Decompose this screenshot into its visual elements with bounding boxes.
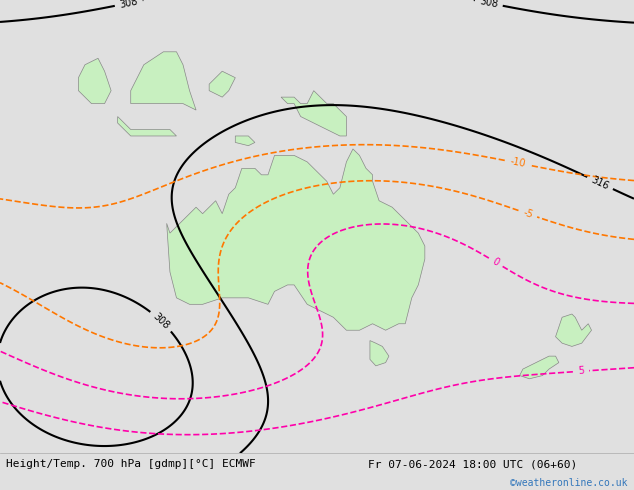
Polygon shape: [209, 71, 235, 97]
Polygon shape: [118, 117, 176, 136]
Polygon shape: [370, 341, 389, 366]
Polygon shape: [79, 58, 111, 103]
Text: 308: 308: [151, 311, 171, 331]
Polygon shape: [235, 136, 255, 146]
Text: Fr 07-06-2024 18:00 UTC (06+60): Fr 07-06-2024 18:00 UTC (06+60): [368, 459, 577, 469]
Text: 5: 5: [578, 366, 585, 376]
Text: 0: 0: [491, 256, 501, 268]
Polygon shape: [131, 52, 196, 110]
Polygon shape: [520, 356, 559, 379]
Text: 308: 308: [119, 0, 139, 10]
Text: ©weatheronline.co.uk: ©weatheronline.co.uk: [510, 478, 628, 488]
Text: 308: 308: [479, 0, 499, 10]
Text: -10: -10: [508, 156, 526, 170]
Polygon shape: [167, 149, 425, 330]
Text: 316: 316: [590, 174, 611, 192]
Polygon shape: [555, 314, 592, 346]
Text: Height/Temp. 700 hPa [gdmp][°C] ECMWF: Height/Temp. 700 hPa [gdmp][°C] ECMWF: [6, 459, 256, 469]
Text: -5: -5: [522, 207, 534, 220]
Polygon shape: [281, 91, 346, 136]
